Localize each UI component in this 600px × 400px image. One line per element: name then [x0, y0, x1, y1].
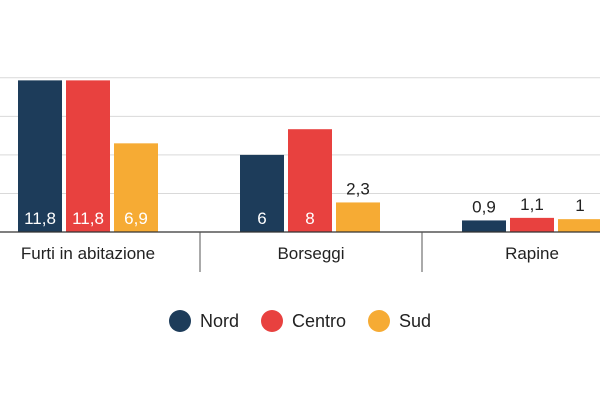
- bars: [18, 80, 600, 233]
- category-label: Borseggi: [277, 244, 344, 263]
- bar-centro-1: [288, 129, 332, 232]
- bar-nord-2: [462, 220, 506, 232]
- data-label: 6,9: [124, 209, 148, 228]
- legend-swatch: [168, 310, 191, 332]
- data-label: 11,8: [72, 209, 104, 228]
- bar-sud-2: [558, 219, 600, 232]
- bar-centro-2: [510, 217, 554, 232]
- data-label: 0,9: [472, 197, 496, 216]
- data-label: 8: [305, 209, 314, 228]
- data-label: 2,3: [346, 179, 370, 198]
- x-axis: Furti in abitazione Borseggi Rapine: [0, 231, 600, 272]
- legend-item-nord: Nord: [168, 310, 239, 332]
- legend-label: Centro: [291, 310, 346, 331]
- bar-centro-0: [66, 80, 110, 233]
- category-label: Rapine: [505, 244, 559, 263]
- legend-item-centro: Centro: [260, 310, 346, 332]
- bar-sud-0: [114, 143, 158, 232]
- data-labels: 11,8 11,8 6,9 6 8 2,3 0,9 1,1 1: [24, 179, 585, 228]
- legend-swatch: [368, 310, 390, 332]
- legend-item-sud: Sud: [368, 310, 431, 332]
- data-label: 6: [257, 209, 266, 228]
- data-label: 11,8: [24, 209, 56, 228]
- bar-nord-0: [18, 80, 62, 233]
- legend-label: Sud: [399, 310, 432, 331]
- data-label: 1,1: [520, 195, 544, 214]
- bar-sud-1: [336, 202, 380, 232]
- bar-nord-1: [240, 154, 284, 232]
- legend: Nord Centro Sud: [0, 310, 600, 332]
- legend-swatch: [260, 310, 283, 332]
- legend-label: Nord: [199, 310, 239, 331]
- category-label: Furti in abitazione: [21, 244, 155, 263]
- data-label: 1: [575, 196, 584, 215]
